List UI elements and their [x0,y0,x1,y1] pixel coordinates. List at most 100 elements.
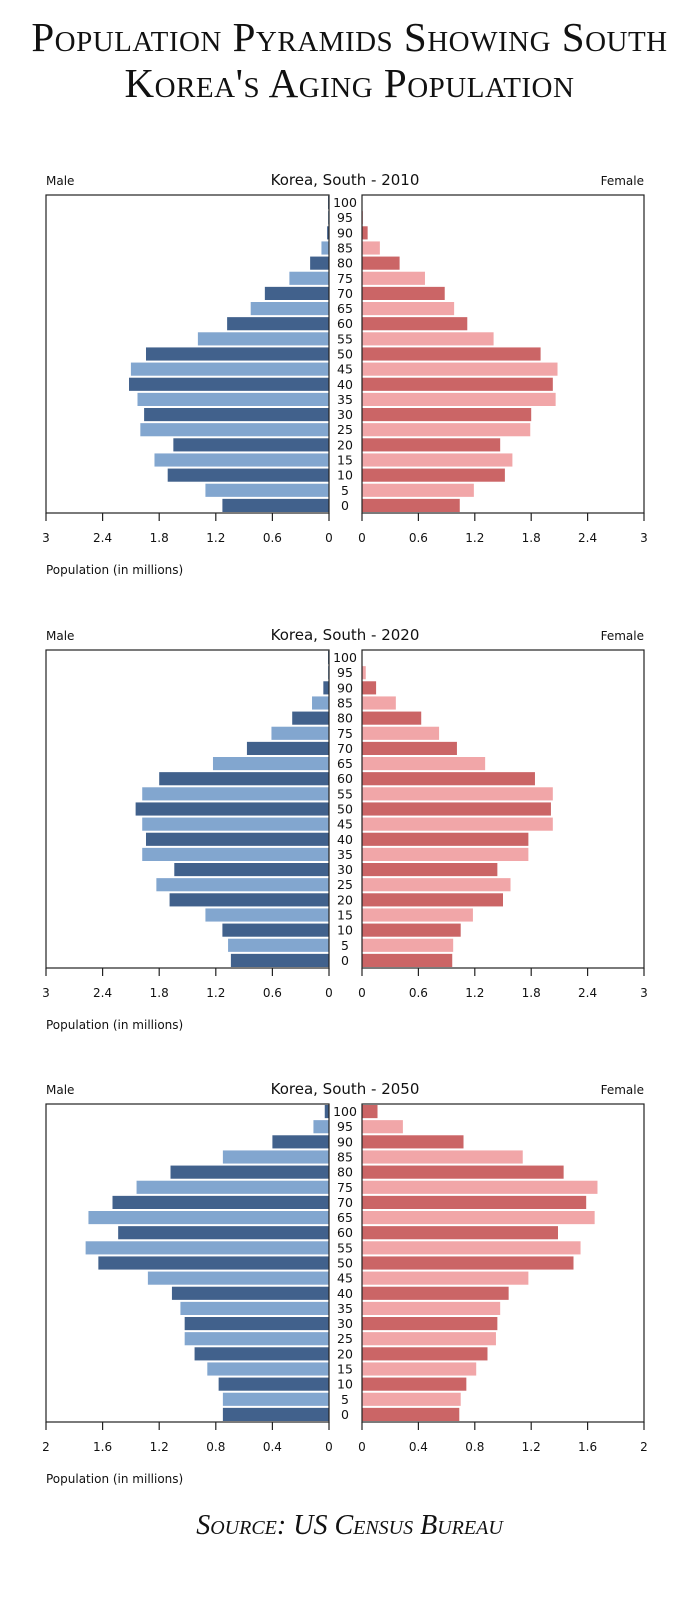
male-bar-45 [142,817,329,831]
x-tick-label-right: 1.2 [522,1440,541,1454]
left-label: Male [46,1083,74,1097]
female-bar-15 [362,1362,477,1376]
male-bar-5 [205,483,329,497]
x-tick-label-left: 0 [325,1440,333,1454]
x-tick-label-left: 2.4 [93,986,112,1000]
age-label: 30 [337,1316,353,1331]
x-axis-label: Population (in millions) [46,1472,183,1486]
right-label: Female [601,1083,644,1097]
male-plot-frame [45,649,330,969]
age-label: 35 [337,392,353,407]
male-bar-90 [272,1135,329,1149]
female-plot-frame [361,194,645,514]
male-bar-55 [142,787,329,801]
female-bar-75 [362,271,425,285]
age-label: 95 [337,1119,353,1134]
left-label: Male [46,174,74,188]
female-bar-50 [362,802,551,816]
male-bar-80 [310,256,329,270]
chart-title: Korea, South - 2010 [271,171,420,189]
x-tick-label-left: 1.2 [150,1440,169,1454]
male-bar-50 [145,347,329,361]
female-bar-0 [362,953,453,967]
female-bar-5 [362,938,454,952]
age-label: 25 [337,877,353,892]
age-label: 10 [337,468,353,483]
female-plot-frame [361,649,645,969]
male-bar-20 [173,438,329,452]
x-tick-label-right: 3 [640,531,648,545]
x-tick-label-right: 0.8 [465,1440,484,1454]
age-label: 60 [337,1225,353,1240]
female-bar-80 [362,256,400,270]
female-bar-10 [362,923,461,937]
male-bar-60 [227,317,329,331]
female-bar-15 [362,908,473,922]
male-bar-30 [174,863,329,877]
x-tick-label-left: 1.8 [150,531,169,545]
male-bar-15 [205,908,329,922]
x-tick-label-left: 0 [325,986,333,1000]
female-bar-5 [362,1392,461,1406]
male-bar-85 [222,1150,329,1164]
female-bar-75 [362,1180,598,1194]
male-plot-frame [45,1103,330,1423]
x-tick-label-right: 0.6 [409,986,428,1000]
female-bar-45 [362,362,558,376]
male-bar-25 [156,878,329,892]
male-bar-45 [147,1271,329,1285]
male-bar-0 [222,498,329,512]
female-bar-5 [362,483,474,497]
age-label: 90 [337,225,353,240]
age-label: 70 [337,286,353,301]
x-tick-label-right: 0 [358,1440,366,1454]
male-bar-65 [250,302,329,316]
age-label: 70 [337,1195,353,1210]
female-bar-35 [362,847,529,861]
x-tick-label-left: 0.8 [206,1440,225,1454]
female-bar-0 [362,498,460,512]
male-bar-100 [324,1105,329,1119]
male-bar-35 [180,1301,329,1315]
female-bar-40 [362,832,529,846]
female-bar-85 [362,241,380,255]
age-label: 15 [337,1362,353,1377]
x-tick-label-left: 2.4 [93,531,112,545]
female-bar-25 [362,878,511,892]
female-bar-60 [362,317,468,331]
age-label: 5 [341,938,349,953]
age-label: 75 [337,726,353,741]
male-bar-50 [135,802,329,816]
male-bar-40 [171,1286,329,1300]
age-label: 10 [337,923,353,938]
age-label: 80 [337,256,353,271]
female-bar-10 [362,468,505,482]
age-label: 45 [337,1271,353,1286]
x-tick-label-right: 0.4 [409,1440,428,1454]
male-bar-35 [137,392,329,406]
female-bar-95 [362,1120,403,1134]
male-bar-20 [194,1347,329,1361]
female-bar-15 [362,453,513,467]
male-bar-85 [321,241,329,255]
x-tick-label-left: 1.6 [93,1440,112,1454]
age-label: 45 [337,817,353,832]
age-label: 75 [337,1180,353,1195]
male-bar-30 [144,408,329,422]
x-tick-label-left: 0.6 [263,531,282,545]
male-bar-90 [323,681,329,695]
male-bar-80 [292,711,329,725]
x-tick-label-left: 0.6 [263,986,282,1000]
age-label: 15 [337,908,353,923]
x-tick-label-left: 3 [42,531,50,545]
male-bar-60 [159,772,329,786]
male-bar-55 [85,1241,330,1255]
male-bar-15 [154,453,329,467]
x-tick-label-left: 3 [42,986,50,1000]
female-bar-65 [362,757,486,771]
age-label: 30 [337,407,353,422]
age-label: 100 [333,1104,357,1119]
male-bar-50 [98,1256,329,1270]
